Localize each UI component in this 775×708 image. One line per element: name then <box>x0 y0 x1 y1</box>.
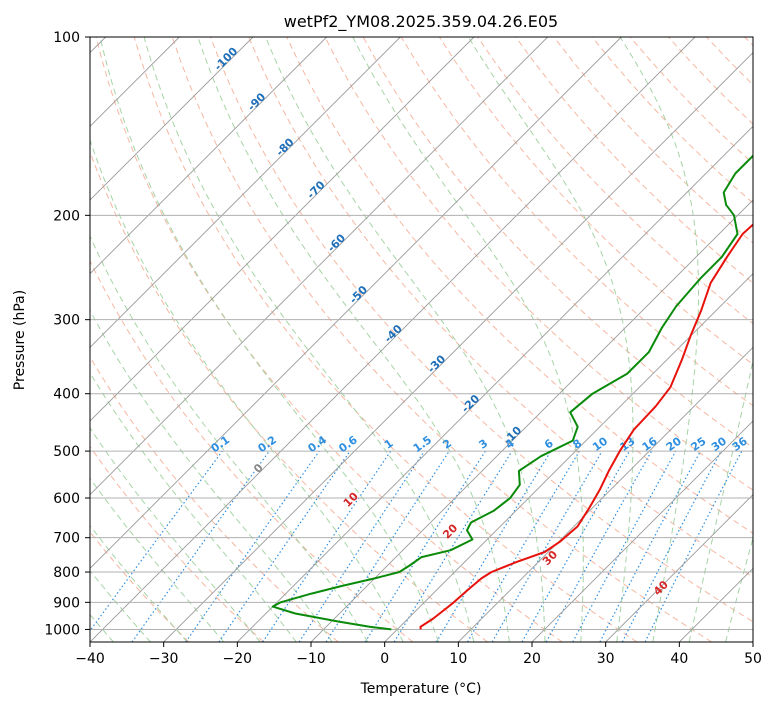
dry-adiabat-line <box>248 37 753 578</box>
moist-adiabat-line <box>90 309 333 642</box>
y-tick-label: 500 <box>53 444 80 460</box>
isotherm-line <box>90 37 254 201</box>
isotherm-line <box>90 37 696 642</box>
moist-adiabat-line <box>90 477 225 642</box>
moist-adiabat-line <box>688 358 753 642</box>
isotherm-line <box>90 37 548 496</box>
chart-title: wetPf2_YM08.2025.359.04.26.E05 <box>284 12 558 32</box>
moist-adiabat-line <box>90 235 369 642</box>
pressure-gridlines <box>90 37 753 630</box>
dry-adiabat-line <box>171 37 712 642</box>
sounding-traces <box>271 154 753 631</box>
dry-adiabat-line <box>95 37 563 642</box>
y-tick-label: 700 <box>53 531 80 547</box>
mixing-ratio-line <box>90 450 223 632</box>
moist-adiabat-line <box>197 37 510 642</box>
isotherm-line <box>310 199 753 642</box>
plot-frame <box>89 36 754 643</box>
mixing-ratio-line <box>131 450 270 642</box>
moist-adiabat-line <box>725 536 753 642</box>
isotherm-line <box>90 37 401 348</box>
y-tick-label: 400 <box>53 387 80 403</box>
x-axis: −40 −30 −20 −10 0 10 20 30 40 50 <box>75 642 762 667</box>
x-tick-label: 50 <box>744 651 762 667</box>
y-tick-label: 200 <box>53 208 80 224</box>
isotherm-line <box>90 37 475 422</box>
isotherm-line <box>384 273 753 642</box>
dry-adiabat-line <box>90 445 264 642</box>
x-tick-label: 30 <box>597 651 615 667</box>
y-axis: 100 200 300 400 500 600 700 800 900 1000 <box>44 30 90 638</box>
mixing-ratio-line <box>393 450 513 642</box>
mixing-ratio-line <box>521 450 631 642</box>
x-axis-label: Temperature (°C) <box>360 681 482 697</box>
x-tick-label: 10 <box>449 651 467 667</box>
mixing-ratio-lines <box>90 450 743 642</box>
x-tick-label: 0 <box>380 651 389 667</box>
mixing-ratio-line <box>572 450 677 642</box>
mixing-ratio-line <box>545 450 653 642</box>
dewpoint-trace <box>271 154 753 631</box>
isotherm-line <box>90 37 327 275</box>
moist-adiabat-line <box>90 371 297 642</box>
dry-adiabat-line <box>210 37 753 623</box>
mixing-ratio-line <box>298 450 425 642</box>
mixing-ratio-line <box>185 450 320 642</box>
isotherm-line <box>163 52 753 642</box>
y-tick-label: 600 <box>53 491 80 507</box>
mixing-ratio-line <box>644 450 743 642</box>
y-tick-label: 900 <box>53 595 80 611</box>
isotherm-line <box>605 494 753 642</box>
moist-adiabat-line <box>99 37 439 642</box>
x-tick-label: −30 <box>149 651 179 667</box>
isotherm-line <box>90 37 622 569</box>
moist-adiabat-line <box>90 569 151 642</box>
moist-adiabat-line <box>352 37 584 642</box>
moist-adiabat-line <box>90 138 404 642</box>
x-tick-label: −20 <box>223 651 253 667</box>
moist-adiabat-line <box>90 524 188 642</box>
moist-adiabat-line <box>90 427 261 642</box>
moist-adiabat-line <box>143 37 475 642</box>
dry-adiabat-line <box>324 37 753 491</box>
moist-adiabat-line <box>265 37 546 642</box>
isotherm-line <box>531 420 753 642</box>
dry-adiabat-line <box>286 37 753 534</box>
mixing-ratio-line <box>218 450 351 642</box>
y-tick-label: 100 <box>53 30 80 46</box>
x-tick-label: 20 <box>523 651 541 667</box>
dry-adiabat-line <box>515 37 753 284</box>
mixing-ratio-line <box>262 450 392 642</box>
dry-adiabat-line <box>133 37 638 642</box>
temperature-trace <box>419 223 753 630</box>
mixing-ratio-line <box>325 450 450 642</box>
y-tick-label: 1000 <box>44 622 80 638</box>
x-tick-label: −40 <box>75 651 105 667</box>
y-axis-label: Pressure (hPa) <box>12 290 28 390</box>
x-tick-label: −10 <box>296 651 326 667</box>
y-tick-label: 800 <box>53 565 80 581</box>
x-tick-label: 40 <box>670 651 688 667</box>
y-tick-label: 300 <box>53 313 80 329</box>
isotherm-line <box>237 125 753 642</box>
dry-adiabat-line <box>90 259 414 642</box>
